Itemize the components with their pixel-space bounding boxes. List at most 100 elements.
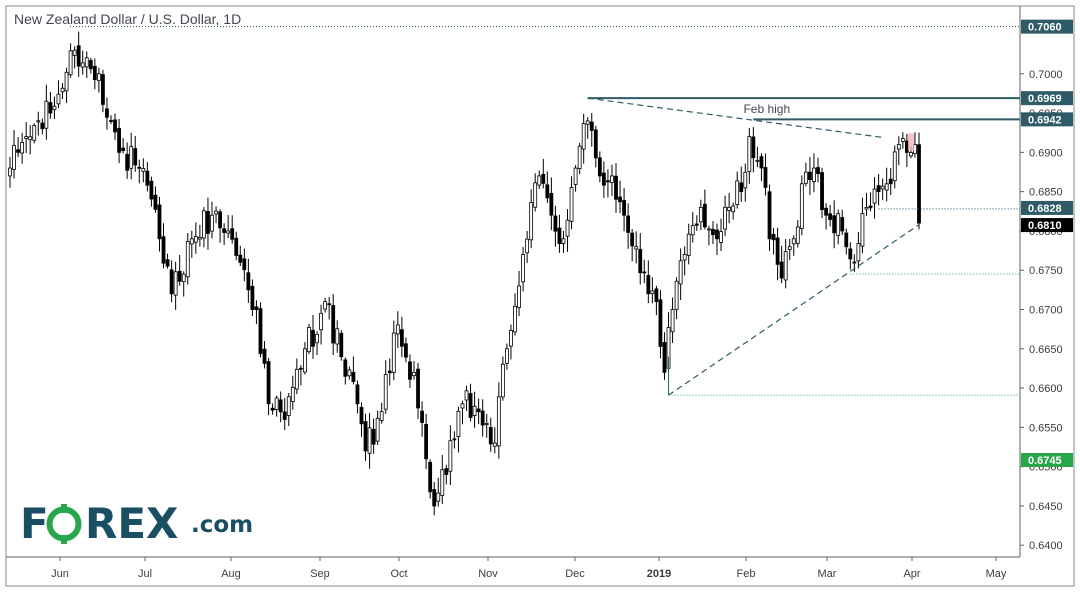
candle-body-down (222, 228, 227, 233)
candle-body-down (206, 211, 210, 234)
candle-body-up (690, 225, 695, 236)
candle-body-down (246, 272, 251, 291)
candle-body-down (622, 200, 626, 216)
x-tick-label: Aug (221, 568, 241, 580)
x-tick-label: 2019 (647, 568, 671, 580)
candle-body-down (105, 108, 109, 118)
candle-body-up (52, 105, 57, 110)
candle-body-up (8, 167, 12, 177)
candle-body-down (808, 171, 812, 180)
candle-body-down (711, 228, 715, 236)
candle-body-down (759, 156, 764, 169)
logo-coin-icon (46, 504, 82, 544)
candle-body-up (315, 333, 319, 344)
candle-body-up (141, 168, 146, 172)
candle-body-down (852, 261, 857, 264)
candle-body-down (876, 185, 881, 193)
candle-body-down (844, 232, 849, 248)
candle-body-up (464, 390, 469, 401)
candle-body-up (210, 214, 214, 232)
candle-body-down (589, 121, 594, 131)
candle-body-down (331, 305, 336, 344)
logo-domain: .com (191, 512, 253, 538)
candle-body-down (601, 172, 606, 186)
candle-body-up (799, 183, 804, 229)
price-tag-label: 0.6810 (1028, 220, 1062, 232)
price-tag-box (1021, 200, 1073, 215)
candle-body-up (743, 171, 748, 189)
candle-body-down (832, 215, 837, 234)
candle-body-down (76, 45, 81, 67)
candle-body-up (900, 138, 905, 142)
candle-body-down (218, 211, 222, 229)
candle-body-down (416, 368, 420, 409)
candle-body-down (371, 428, 376, 445)
candle-body-up (20, 142, 25, 154)
candle-body-down (428, 461, 433, 493)
candle-body-down (816, 167, 820, 175)
candle-body-up (274, 397, 279, 411)
candle-body-up (202, 210, 206, 239)
candle-body-down (343, 359, 348, 377)
candle-body-up (185, 241, 190, 278)
candle-body-up (472, 405, 477, 416)
candle-body-up (731, 205, 736, 213)
candle-body-up (735, 180, 740, 205)
candle-body-up (565, 219, 570, 237)
candle-body-down (230, 228, 235, 240)
candle-body-up (719, 231, 723, 243)
candle-body-down (771, 233, 776, 241)
chart-title: New Zealand Dollar / U.S. Dollar, 1D (14, 11, 241, 27)
y-tick-label: 0.6750 (1029, 265, 1063, 277)
candle-body-up (307, 326, 311, 353)
price-tag-box (1021, 112, 1073, 127)
candle-body-down (161, 236, 166, 264)
candle-body-down (545, 184, 550, 199)
candle-body-down (153, 194, 158, 210)
annotation-label: Feb high (743, 102, 790, 116)
candle-body-down (488, 427, 493, 445)
x-tick-label: Nov (478, 568, 498, 580)
y-tick-label: 0.6900 (1029, 147, 1063, 159)
candle-body-up (64, 71, 69, 92)
candle-body-up (60, 87, 65, 93)
candle-body-down (363, 421, 368, 452)
y-tick-label: 0.6450 (1029, 501, 1063, 513)
price-tag-label: 0.7060 (1028, 22, 1062, 34)
candle-body-down (642, 271, 647, 274)
candle-body-up (686, 233, 691, 256)
candle-body-down (751, 136, 756, 159)
candle-body-down (133, 148, 138, 166)
candle-body-down (242, 258, 247, 271)
x-tick-label: Oct (390, 568, 407, 580)
candle-body-up (383, 374, 388, 410)
candle-body-down (614, 175, 618, 200)
candle-body-up (513, 305, 517, 333)
candle-body-down (238, 254, 243, 263)
price-tag-box (1021, 91, 1073, 106)
x-tick-label: Mar (818, 568, 837, 580)
candle-body-down (618, 196, 622, 203)
candle-body-up (803, 171, 808, 184)
candle-body-up (375, 417, 380, 442)
candle-body-down (113, 119, 117, 133)
price-tag-box (1021, 19, 1073, 34)
candle-body-up (84, 57, 89, 68)
x-tick-label: Dec (565, 568, 585, 580)
candle-body-up (909, 152, 913, 157)
x-tick-label: May (986, 568, 1007, 580)
candle-body-up (509, 330, 513, 347)
candle-body-down (638, 248, 643, 274)
candle-body-up (286, 396, 291, 416)
candle-body-down (117, 128, 121, 153)
candle-body-down (121, 147, 126, 152)
candle-body-up (755, 159, 760, 162)
candle-body-up (783, 251, 788, 281)
candle-body-up (537, 175, 542, 186)
candle-body-down (311, 329, 315, 347)
candle-body-down (101, 74, 105, 105)
candle-body-up (573, 167, 578, 185)
candle-body-up (533, 182, 538, 208)
candle-body-up (581, 123, 586, 150)
candle-body-up (367, 427, 372, 454)
